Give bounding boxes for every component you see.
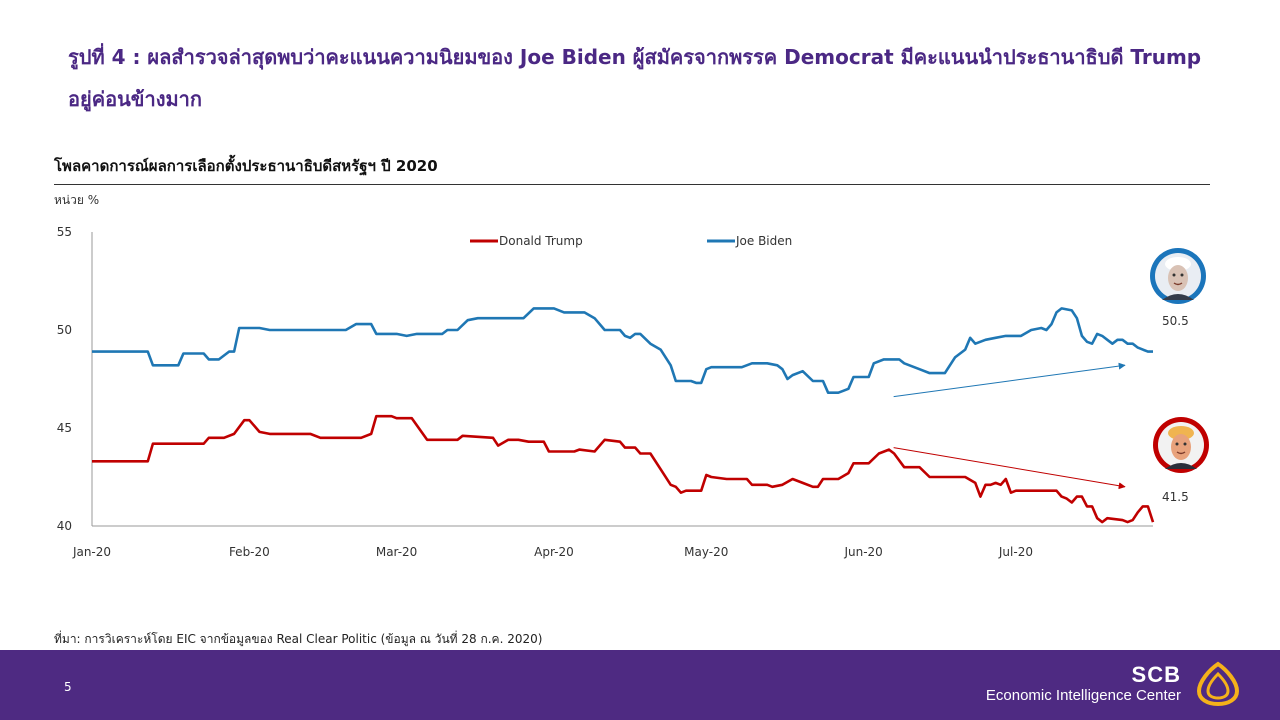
- y-tick-label: 55: [57, 225, 72, 239]
- brand-name: SCB: [1131, 662, 1181, 687]
- x-tick-label: Feb-20: [229, 545, 270, 559]
- chart-title: โพลคาดการณ์ผลการเลือกตั้งประธานาธิบดีสหร…: [54, 157, 438, 175]
- x-tick-label: Jul-20: [998, 545, 1033, 559]
- legend-label-joe-biden: Joe Biden: [735, 234, 792, 248]
- x-tick-label: Mar-20: [376, 545, 417, 559]
- title-divider: [54, 184, 1210, 185]
- y-tick-label: 50: [57, 323, 72, 337]
- series-line-joe-biden: [92, 307, 1153, 395]
- x-tick-label: Apr-20: [534, 545, 574, 559]
- x-tick-label: Jan-20: [72, 545, 111, 559]
- slide-title: รูปที่ 4 : ผลสำรวจล่าสุดพบว่าคะแนนความนิ…: [68, 45, 1202, 111]
- trump-portrait-icon: [1153, 417, 1209, 473]
- page-number: 5: [64, 680, 72, 694]
- brand-subtitle: Economic Intelligence Center: [985, 687, 1181, 704]
- legend-label-donald-trump: Donald Trump: [499, 234, 583, 248]
- source-note: ที่มา: การวิเคราะห์โดย EIC จากข้อมูลของ …: [54, 632, 543, 646]
- series-line-donald-trump: [92, 414, 1155, 524]
- trend-arrow-joe-biden: [893, 362, 1126, 398]
- y-tick-label: 45: [57, 421, 72, 435]
- end-value-joe-biden: 50.5: [1162, 314, 1189, 328]
- biden-portrait-icon: [1150, 248, 1206, 304]
- unit-label: หน่วย %: [54, 193, 100, 207]
- x-tick-label: May-20: [684, 545, 728, 559]
- trend-arrow-donald-trump: [893, 447, 1126, 490]
- y-tick-label: 40: [57, 519, 72, 533]
- footer-bar: 5 SCB Economic Intelligence Center: [0, 650, 1280, 720]
- end-value-donald-trump: 41.5: [1162, 490, 1189, 504]
- poll-line-chart: 40 45 50 55 Jan-20 Feb-20 Mar-20 Apr-20 May-20 Ju…: [57, 225, 1209, 559]
- scb-logo-icon: [1196, 661, 1240, 707]
- x-tick-label: Jun-20: [843, 545, 882, 559]
